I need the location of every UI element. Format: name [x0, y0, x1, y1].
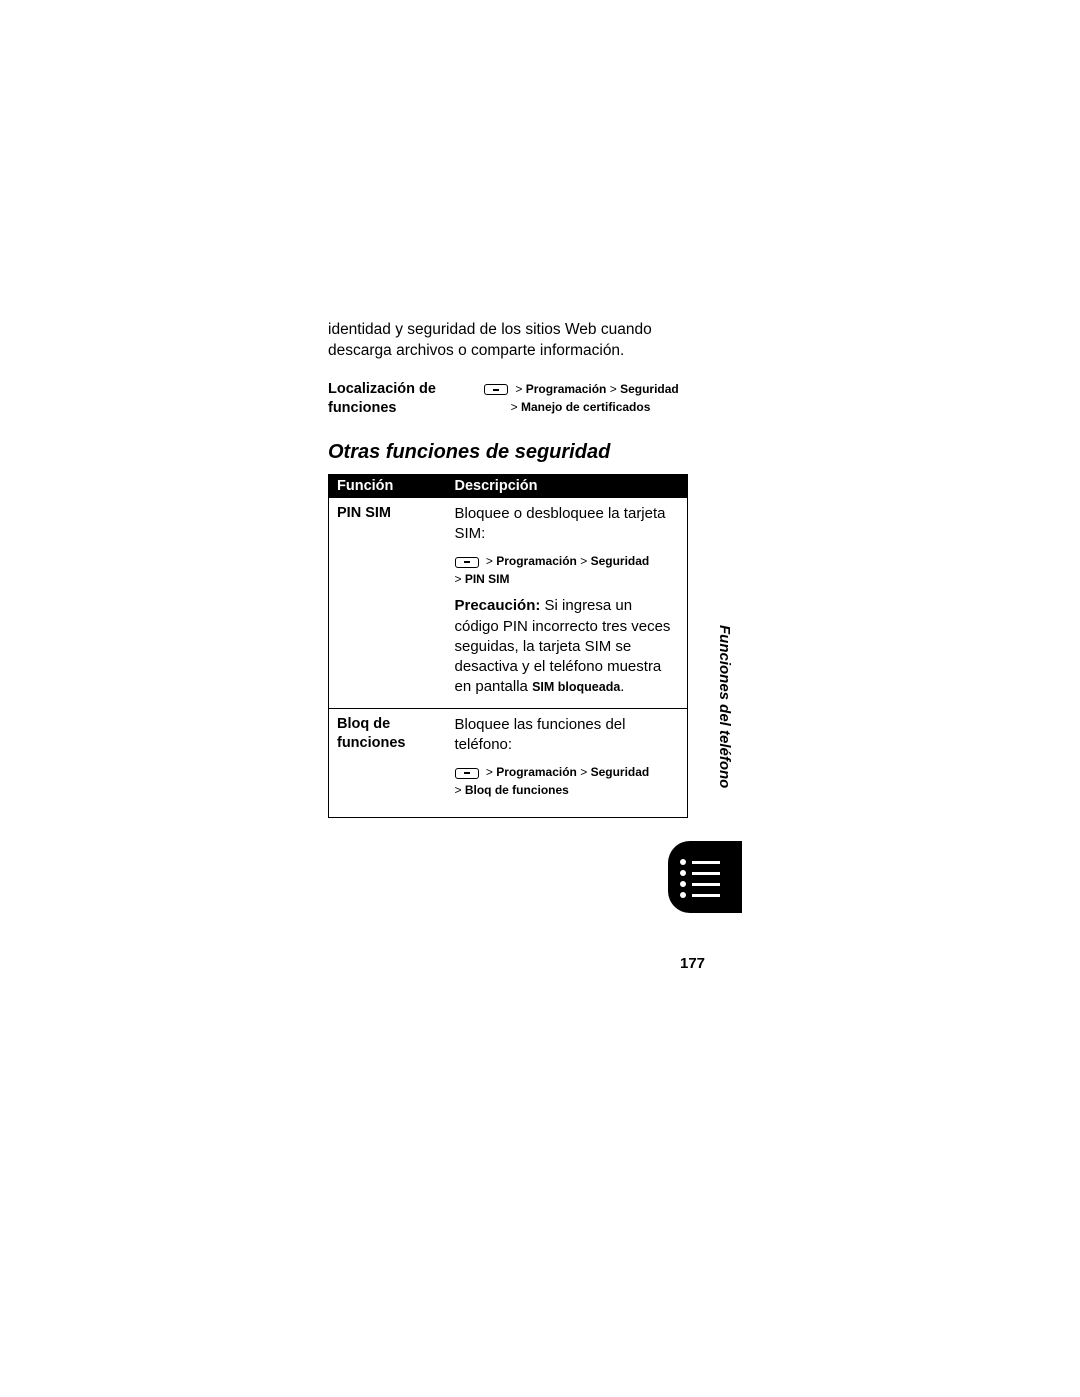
caution-label: Precaución:: [455, 597, 541, 614]
row1-desc-intro: Bloquee o desbloquee la tarjeta SIM:: [455, 505, 666, 542]
list-icon: [680, 859, 720, 903]
row2-desc-intro: Bloquee las funciones del teléfono:: [455, 716, 626, 753]
side-section-label: Funciones del teléfono: [716, 625, 733, 788]
row2-nav: > Programación > Seguridad > Bloq de fun…: [455, 763, 680, 799]
location-row: Localización de funciones > Programación…: [328, 380, 688, 419]
row1-nav-p3: PIN SIM: [465, 572, 510, 586]
menu-key-icon: [455, 557, 479, 568]
page-number: 177: [680, 955, 705, 972]
row1-nav-p1: Programación: [496, 554, 577, 568]
row2-desc: Bloquee las funciones del teléfono: > Pr…: [447, 708, 688, 818]
table-row: PIN SIM Bloquee o desbloquee la tarjeta …: [329, 497, 688, 708]
row1-func: PIN SIM: [329, 497, 447, 708]
table-header-row: Función Descripción: [329, 474, 688, 497]
nav-seguridad: Seguridad: [620, 382, 679, 396]
row2-nav-p3: Bloq de funciones: [465, 783, 569, 797]
table-row: Bloq de funciones Bloquee las funciones …: [329, 708, 688, 818]
section-heading: Otras funciones de seguridad: [328, 441, 688, 464]
row2-func: Bloq de funciones: [329, 708, 447, 818]
functions-table: Función Descripción PIN SIM Bloquee o de…: [328, 474, 688, 818]
nav-programacion: Programación: [526, 382, 607, 396]
row1-caution: Precaución: Si ingresa un código PIN inc…: [455, 596, 680, 697]
row2-nav-p2: Seguridad: [591, 765, 650, 779]
nav-certificados: Manejo de certificados: [521, 400, 650, 414]
thumb-tab: [668, 841, 742, 913]
header-descripcion: Descripción: [447, 474, 688, 497]
row1-nav: > Programación > Seguridad > PIN SIM: [455, 552, 680, 588]
row2-nav-p1: Programación: [496, 765, 577, 779]
menu-key-icon: [484, 384, 508, 395]
location-nav: > Programación > Seguridad > Manejo de c…: [484, 380, 688, 419]
row1-nav-p2: Seguridad: [591, 554, 650, 568]
row1-desc: Bloquee o desbloquee la tarjeta SIM: > P…: [447, 497, 688, 708]
menu-key-icon: [455, 768, 479, 779]
header-funcion: Función: [329, 474, 447, 497]
intro-paragraph: identidad y seguridad de los sitios Web …: [328, 320, 688, 362]
location-label: Localización de funciones: [328, 380, 484, 419]
caution-bold: SIM bloqueada: [532, 680, 620, 694]
